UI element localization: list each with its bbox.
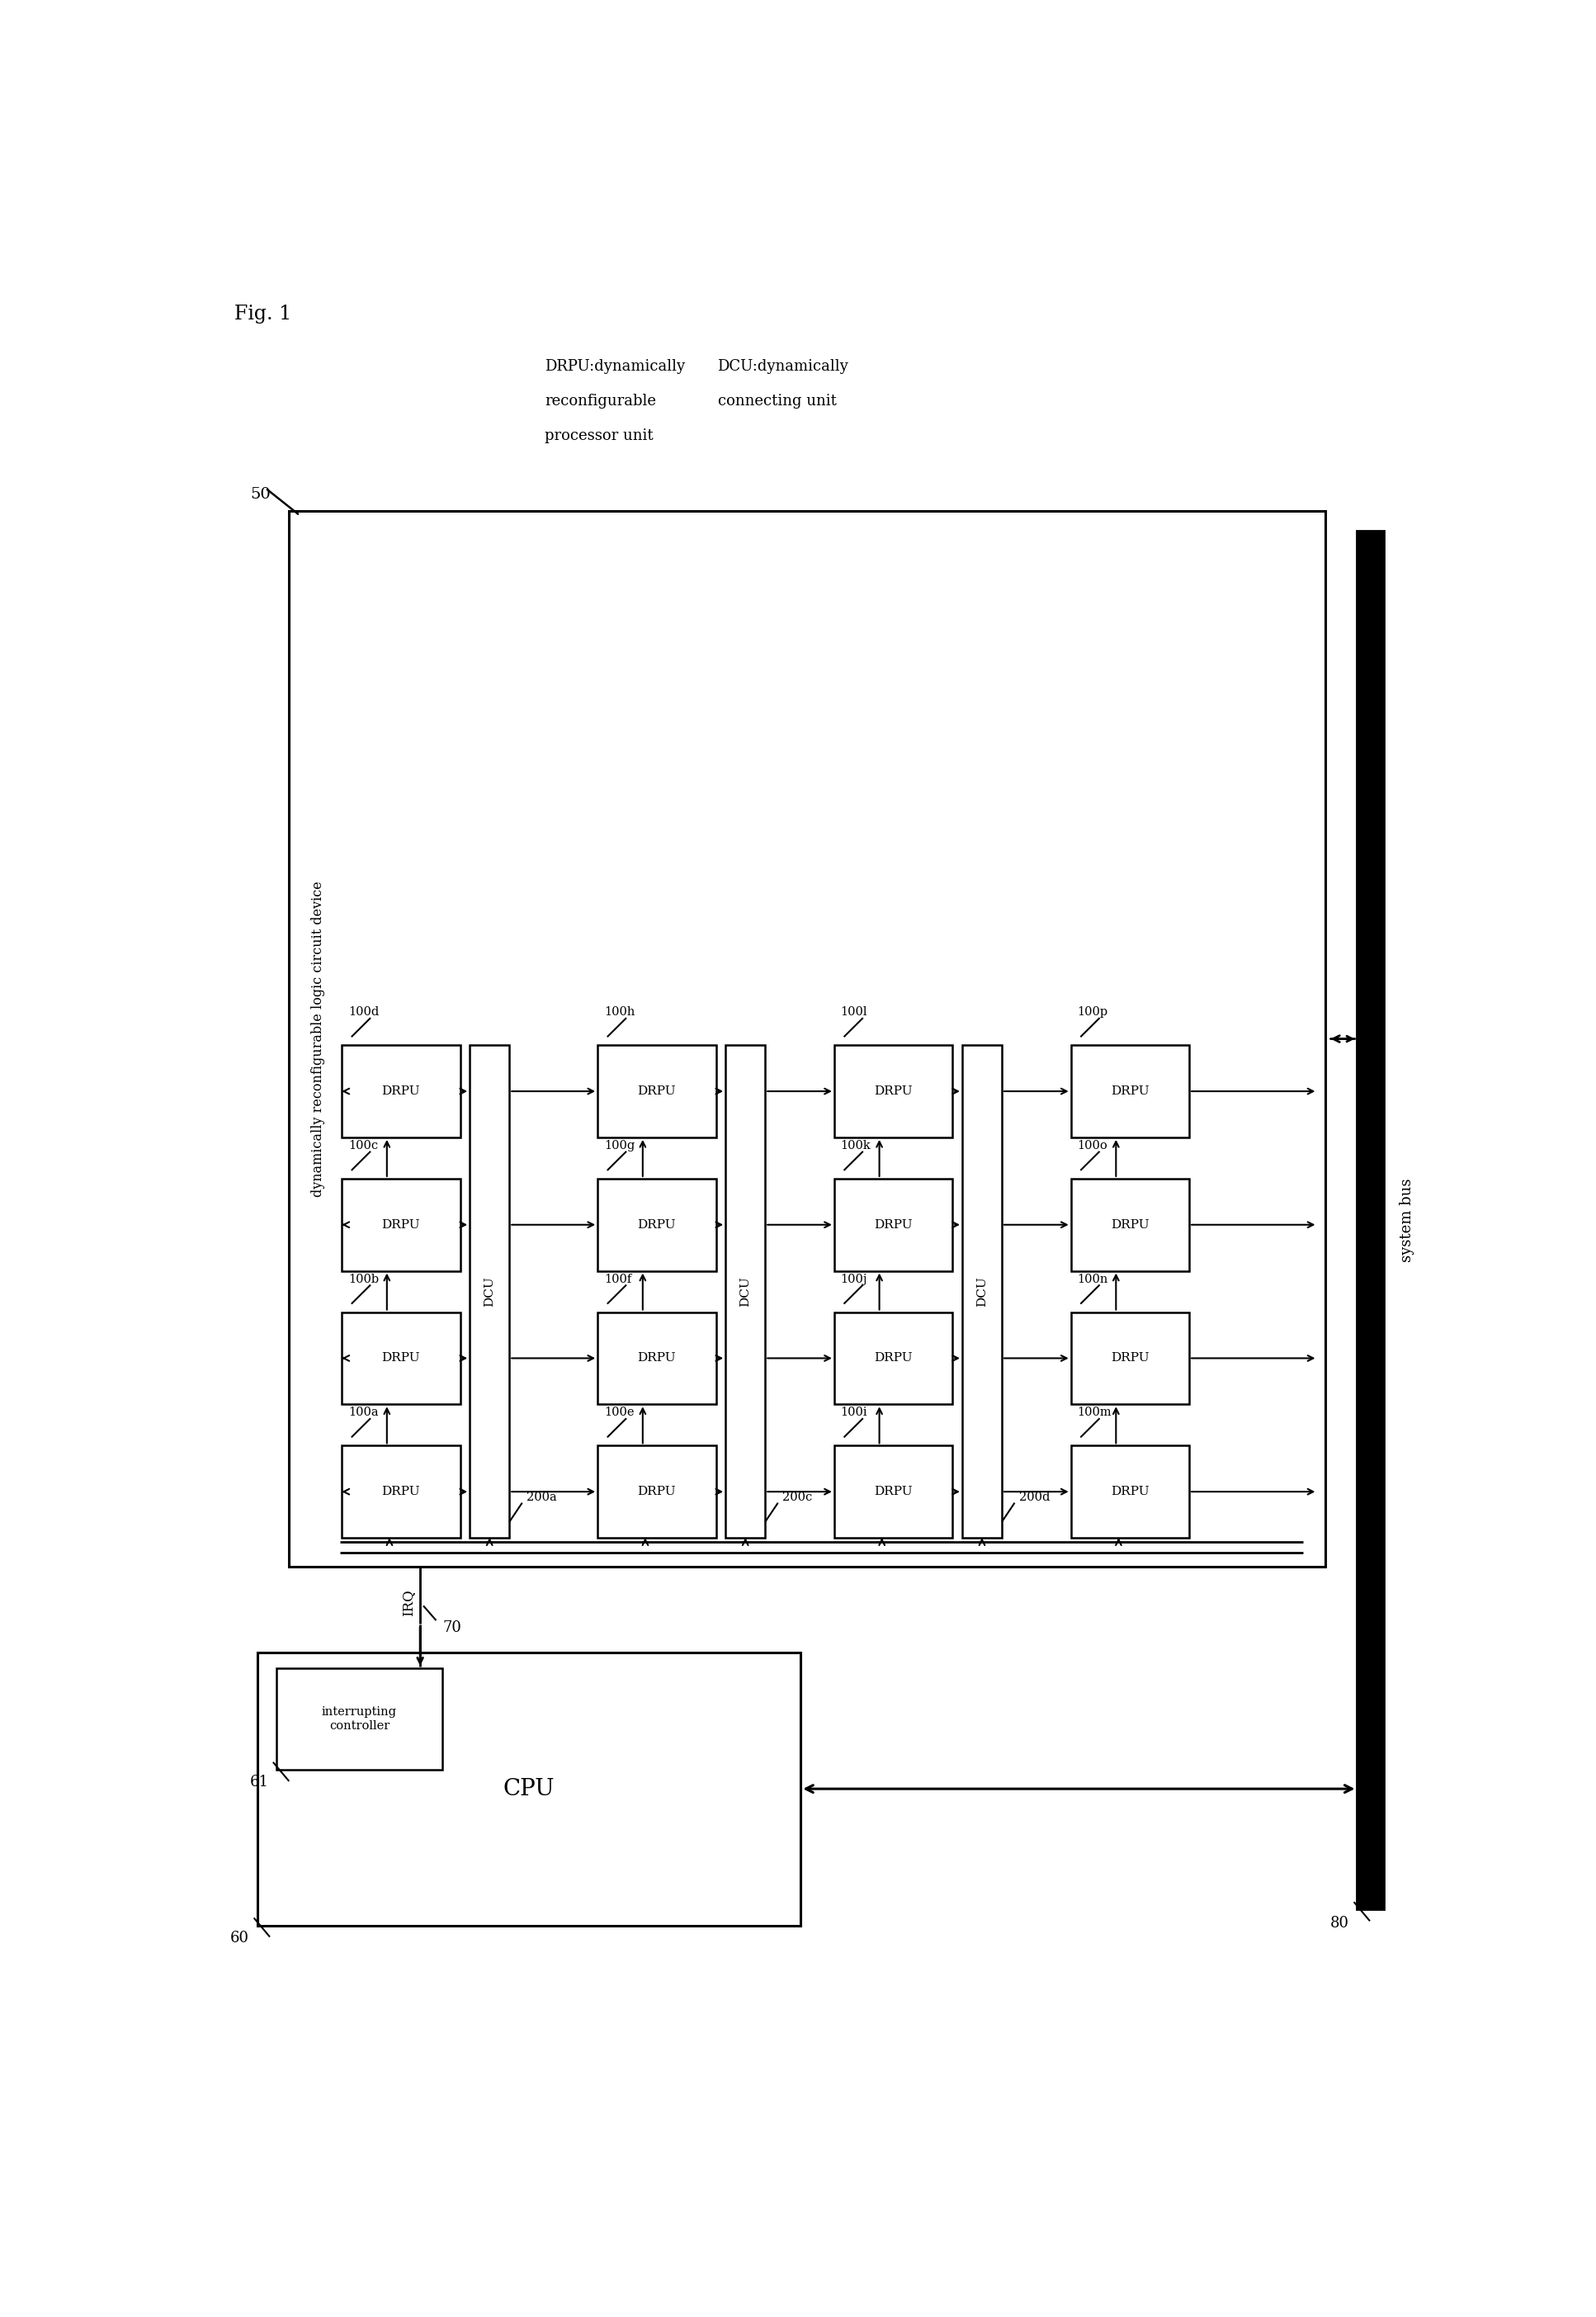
Text: DRPU:dynamically: DRPU:dynamically <box>544 359 685 373</box>
Text: 100b: 100b <box>348 1274 378 1286</box>
Text: 100m: 100m <box>1077 1406 1112 1418</box>
Text: interrupting
controller: interrupting controller <box>322 1705 397 1731</box>
Text: DRPU: DRPU <box>637 1353 677 1365</box>
Text: DRPU: DRPU <box>1111 1485 1149 1497</box>
Text: 100c: 100c <box>348 1140 378 1152</box>
Text: 80: 80 <box>1331 1916 1350 1930</box>
Text: 100a: 100a <box>348 1406 378 1418</box>
Bar <box>257 1652 801 1925</box>
Text: 60: 60 <box>230 1930 249 1946</box>
Text: 100o: 100o <box>1077 1140 1108 1152</box>
Text: DRPU: DRPU <box>1111 1353 1149 1365</box>
Bar <box>1071 1446 1189 1538</box>
Text: 200c: 200c <box>782 1492 812 1504</box>
Bar <box>726 1045 764 1538</box>
Text: 100f: 100f <box>603 1274 632 1286</box>
Text: DCU: DCU <box>739 1277 752 1307</box>
Text: 100p: 100p <box>1077 1006 1108 1017</box>
Bar <box>1071 1045 1189 1138</box>
Text: DRPU: DRPU <box>637 1084 677 1096</box>
Bar <box>1357 531 1384 1909</box>
Text: DRPU: DRPU <box>875 1485 913 1497</box>
Text: DRPU: DRPU <box>381 1353 420 1365</box>
Bar <box>835 1311 953 1404</box>
Bar <box>276 1668 442 1770</box>
Bar <box>835 1179 953 1270</box>
Text: 100i: 100i <box>841 1406 868 1418</box>
Text: 100e: 100e <box>603 1406 634 1418</box>
Text: system bus: system bus <box>1400 1177 1414 1263</box>
Text: processor unit: processor unit <box>544 429 653 443</box>
Bar <box>289 512 1325 1566</box>
Text: 61: 61 <box>249 1775 268 1789</box>
Bar <box>835 1446 953 1538</box>
Text: 70: 70 <box>442 1620 461 1636</box>
Text: 100j: 100j <box>841 1274 868 1286</box>
Bar <box>342 1045 460 1138</box>
Bar <box>342 1311 460 1404</box>
Text: DRPU: DRPU <box>875 1353 913 1365</box>
Text: 50: 50 <box>251 487 271 503</box>
Bar <box>835 1045 953 1138</box>
Text: 200d: 200d <box>1020 1492 1050 1504</box>
Text: DRPU: DRPU <box>381 1485 420 1497</box>
Text: DRPU: DRPU <box>637 1485 677 1497</box>
Bar <box>1071 1311 1189 1404</box>
Text: 100h: 100h <box>603 1006 635 1017</box>
Text: DRPU: DRPU <box>875 1084 913 1096</box>
Text: 100n: 100n <box>1077 1274 1108 1286</box>
Text: DRPU: DRPU <box>1111 1219 1149 1230</box>
Text: DRPU: DRPU <box>381 1084 420 1096</box>
Text: connecting unit: connecting unit <box>718 394 836 408</box>
Bar <box>597 1045 717 1138</box>
Text: 100d: 100d <box>348 1006 378 1017</box>
Bar <box>342 1179 460 1270</box>
Text: DCU:dynamically: DCU:dynamically <box>718 359 849 373</box>
Text: 200a: 200a <box>527 1492 557 1504</box>
Text: DCU: DCU <box>977 1277 988 1307</box>
Text: reconfigurable: reconfigurable <box>544 394 656 408</box>
Bar <box>342 1446 460 1538</box>
Text: DRPU: DRPU <box>1111 1084 1149 1096</box>
Text: 100g: 100g <box>603 1140 635 1152</box>
Bar <box>597 1311 717 1404</box>
Text: CPU: CPU <box>503 1777 555 1800</box>
Bar <box>469 1045 509 1538</box>
Text: dynamically reconfigurable logic circuit device: dynamically reconfigurable logic circuit… <box>311 880 326 1198</box>
Text: DRPU: DRPU <box>381 1219 420 1230</box>
Text: Fig. 1: Fig. 1 <box>235 306 292 324</box>
Bar <box>1071 1179 1189 1270</box>
Text: DCU: DCU <box>484 1277 495 1307</box>
Bar <box>597 1446 717 1538</box>
Bar <box>962 1045 1002 1538</box>
Text: DRPU: DRPU <box>637 1219 677 1230</box>
Bar <box>597 1179 717 1270</box>
Text: 100k: 100k <box>841 1140 871 1152</box>
Text: DRPU: DRPU <box>875 1219 913 1230</box>
Text: 100l: 100l <box>841 1006 868 1017</box>
Text: IRQ: IRQ <box>401 1589 415 1615</box>
